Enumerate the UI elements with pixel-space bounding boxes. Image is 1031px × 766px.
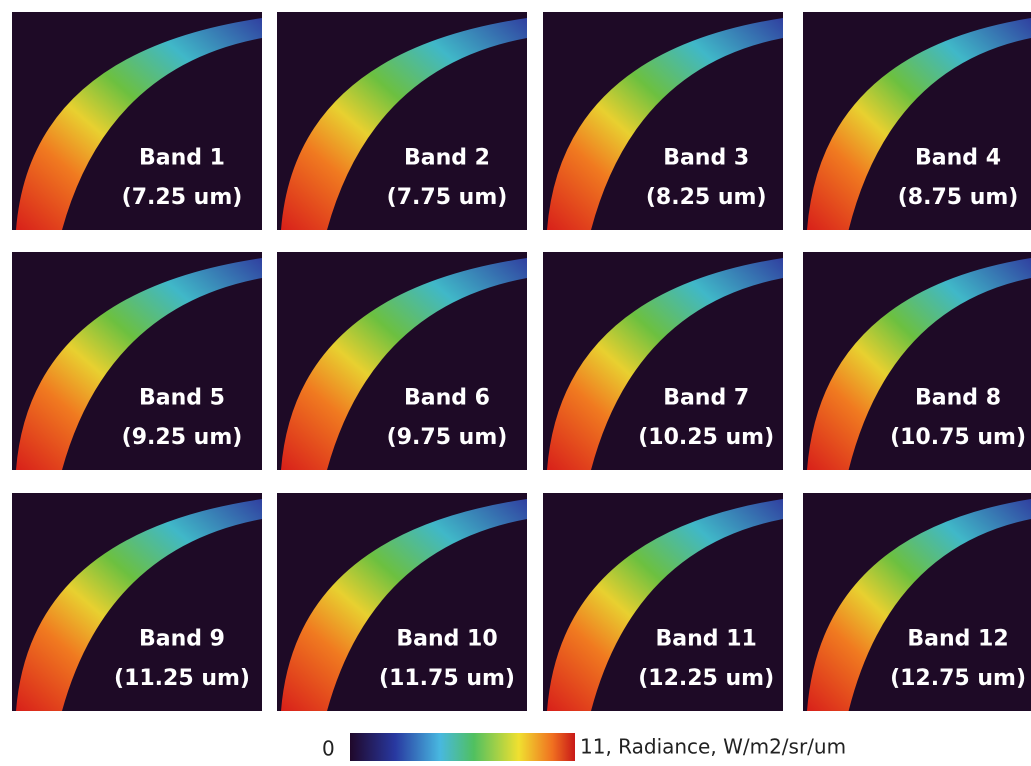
panel: Band 3 (8.25 um) <box>543 12 783 230</box>
wavelength-label: (10.25 um) <box>638 425 774 450</box>
panel: Band 7 (10.25 um) <box>543 252 783 470</box>
wavelength-label: (8.75 um) <box>898 185 1019 210</box>
wavelength-label: (7.75 um) <box>387 185 508 210</box>
wavelength-label: (10.75 um) <box>890 425 1026 450</box>
wavelength-label: (11.75 um) <box>379 666 515 691</box>
panel: Band 9 (11.25 um) <box>12 493 262 711</box>
figure: 0 11, Radiance, W/m2/sr/um Band 1 (7.25 u… <box>0 0 1031 766</box>
wavelength-label: (12.75 um) <box>890 666 1026 691</box>
band-label: Band 9 <box>139 627 225 652</box>
panel: Band 10 (11.75 um) <box>277 493 527 711</box>
wavelength-label: (12.25 um) <box>638 666 774 691</box>
band-label: Band 5 <box>139 386 225 411</box>
band-label: Band 4 <box>915 146 1001 171</box>
band-label: Band 10 <box>396 627 497 652</box>
panel: Band 11 (12.25 um) <box>543 493 783 711</box>
wavelength-label: (9.25 um) <box>122 425 243 450</box>
band-label: Band 3 <box>663 146 749 171</box>
band-label: Band 6 <box>404 386 490 411</box>
panel: Band 4 (8.75 um) <box>803 12 1031 230</box>
band-label: Band 7 <box>663 386 749 411</box>
wavelength-label: (7.25 um) <box>122 185 243 210</box>
band-label: Band 8 <box>915 386 1001 411</box>
band-label: Band 11 <box>656 627 757 652</box>
panel: Band 2 (7.75 um) <box>277 12 527 230</box>
band-label: Band 2 <box>404 146 490 171</box>
panel: Band 5 (9.25 um) <box>12 252 262 470</box>
band-label: Band 1 <box>139 146 225 171</box>
panel: Band 1 (7.25 um) <box>12 12 262 230</box>
panel: Band 6 (9.75 um) <box>277 252 527 470</box>
wavelength-label: (8.25 um) <box>646 185 767 210</box>
panel: Band 8 (10.75 um) <box>803 252 1031 470</box>
wavelength-label: (9.75 um) <box>387 425 508 450</box>
colorbar-min: 0 <box>322 737 335 761</box>
colorbar <box>350 733 575 761</box>
colorbar-max: 11, Radiance, W/m2/sr/um <box>580 735 846 759</box>
wavelength-label: (11.25 um) <box>114 666 250 691</box>
band-label: Band 12 <box>907 627 1008 652</box>
panel: Band 12 (12.75 um) <box>803 493 1031 711</box>
